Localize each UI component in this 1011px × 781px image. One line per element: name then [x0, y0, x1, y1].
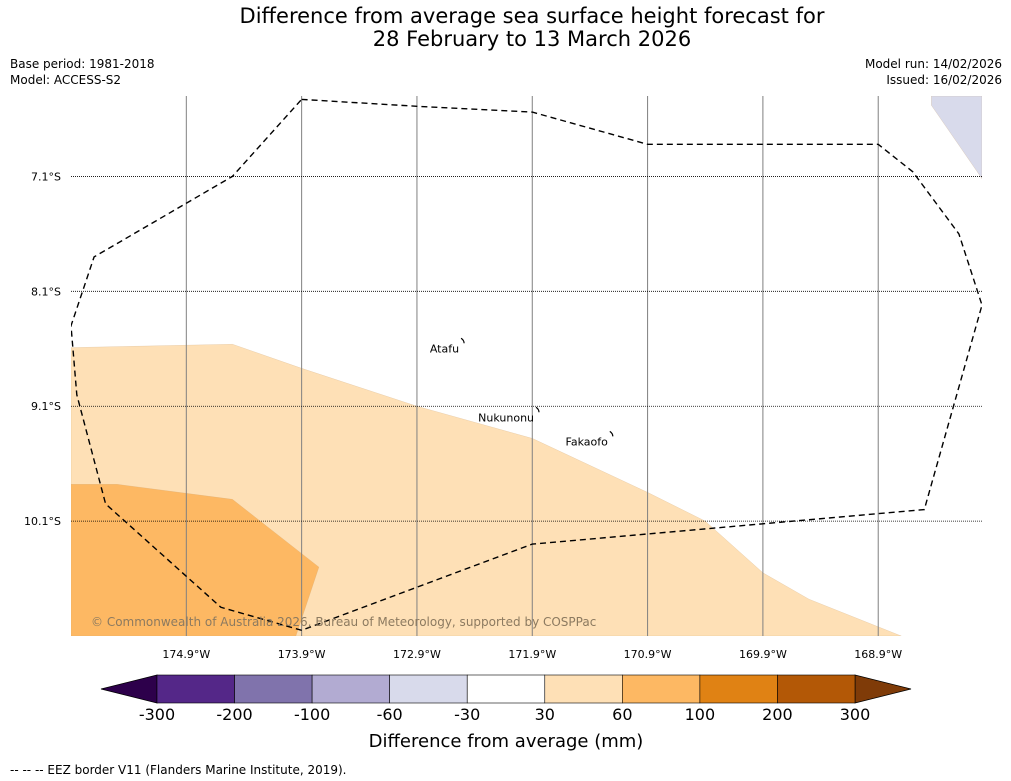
- lon-tick-label-0: 174.9°W: [162, 648, 210, 661]
- lon-tick-label-4: 170.9°W: [624, 648, 672, 661]
- copyright-notice: © Commonwealth of Australia 2026, Bureau…: [91, 615, 596, 629]
- colorbar-swatch-8: [777, 674, 856, 704]
- colorbar-tick-label-8: 200: [762, 705, 793, 724]
- colorbar-tick-label-7: 100: [685, 705, 716, 724]
- colorbar-tick-label-1: -200: [216, 705, 252, 724]
- colorbar-swatch-4: [466, 674, 546, 704]
- colorbar-tick-label-9: 300: [840, 705, 871, 724]
- lat-tick-label-3: 10.1°S: [24, 515, 61, 528]
- anomaly-region-2: [931, 96, 982, 180]
- colorbar-swatch-6: [622, 674, 701, 704]
- meta-left: Base period: 1981-2018 Model: ACCESS-S2: [10, 56, 155, 88]
- colorbar-tick-label-0: -300: [139, 705, 175, 724]
- map-area: Atafu Nukunonu Fakaofo © Commonwealth of Au…: [71, 96, 982, 636]
- colorbar-tick-label-6: 60: [612, 705, 632, 724]
- lon-tick-label-6: 168.9°W: [854, 648, 902, 661]
- colorbar-tick-label-4: -30: [454, 705, 480, 724]
- place-label-fakaofo: Fakaofo: [566, 435, 609, 448]
- lat-tick-label-1: 8.1°S: [31, 285, 61, 298]
- model-name: Model: ACCESS-S2: [10, 73, 122, 87]
- colorbar-swatch-2: [311, 674, 390, 704]
- base-period: Base period: 1981-2018: [10, 57, 155, 71]
- anomaly-region-1: [71, 484, 320, 636]
- colorbar-swatch-5: [544, 674, 623, 704]
- chart-title: Difference from average sea surface heig…: [0, 5, 1011, 51]
- colorbar-label: Difference from average (mm): [369, 731, 644, 752]
- colorbar-swatch-0: [156, 674, 235, 704]
- chart-title-line2: 28 February to 13 March 2026: [372, 27, 692, 51]
- atoll-shape-0: [460, 337, 465, 344]
- colorbar-swatch-1: [234, 674, 313, 704]
- colorbar-tick-label-2: -100: [294, 705, 330, 724]
- atoll-shape-1: [535, 406, 540, 413]
- colorbar-under-arrow: [100, 674, 158, 704]
- colorbar-over-arrow: [854, 674, 912, 704]
- eez-border: [71, 98, 982, 632]
- colorbar-tick-label-5: 30: [535, 705, 555, 724]
- lon-tick-label-3: 171.9°W: [508, 648, 556, 661]
- eez-footnote: -- -- -- EEZ border V11 (Flanders Marine…: [10, 763, 347, 777]
- colorbar-tick-label-3: -60: [377, 705, 403, 724]
- model-run: Model run: 14/02/2026: [864, 57, 1002, 71]
- lon-tick-label-1: 173.9°W: [278, 648, 326, 661]
- colorbar-swatch-3: [389, 674, 468, 704]
- meta-right: Model run: 14/02/2026 Issued: 16/02/2026: [865, 56, 1002, 88]
- lat-tick-label-2: 9.1°S: [31, 400, 61, 413]
- place-label-nukunonu: Nukunonu: [478, 411, 534, 424]
- colorbar-swatch-7: [699, 674, 778, 704]
- atoll-shape-2: [609, 430, 614, 437]
- lon-tick-label-2: 172.9°W: [393, 648, 441, 661]
- place-label-atafu: Atafu: [430, 342, 459, 355]
- chart-title-line1: Difference from average sea surface heig…: [239, 4, 825, 28]
- lat-tick-label-0: 7.1°S: [31, 170, 61, 183]
- issued-date: Issued: 16/02/2026: [886, 73, 1002, 87]
- lon-tick-label-5: 169.9°W: [739, 648, 787, 661]
